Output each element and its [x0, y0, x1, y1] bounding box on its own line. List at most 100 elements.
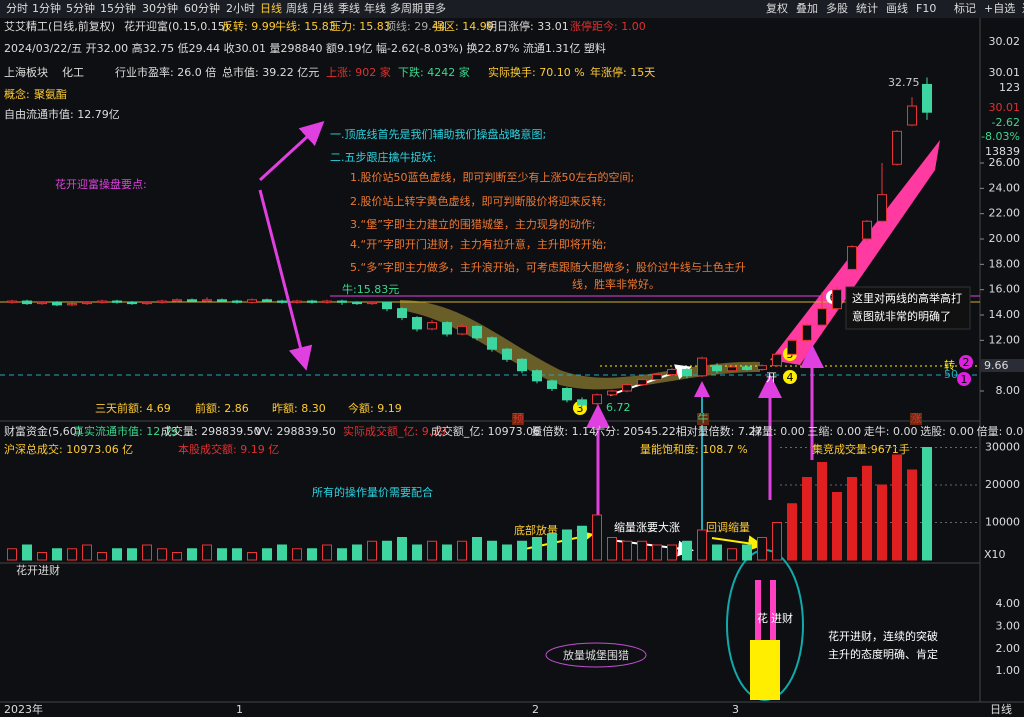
side-label: -8.03%: [981, 130, 1020, 143]
volume-bar: [802, 477, 812, 561]
candle-body: [472, 325, 482, 339]
candle-body: [112, 300, 122, 303]
step-marker: [957, 372, 971, 386]
tool-button[interactable]: 统计: [856, 2, 878, 15]
volume-bar: [397, 537, 407, 561]
candle-body: [502, 348, 512, 360]
tool-button[interactable]: 多股: [826, 1, 848, 15]
period-tab[interactable]: 多周期: [390, 1, 423, 15]
price-tick-label: 8.00: [996, 384, 1021, 397]
volume-bar: [877, 484, 887, 561]
volume-bar: [367, 540, 377, 561]
volume-header: VV: 298839.50: [255, 425, 336, 438]
period-tab[interactable]: 60分钟: [184, 1, 220, 15]
candle-body: [247, 299, 257, 303]
volume-bar: [517, 540, 527, 561]
side-label: 13839: [985, 145, 1020, 158]
price-tick-label: 22.00: [989, 207, 1021, 220]
period-tab[interactable]: 日线: [260, 1, 282, 15]
volume-bar: [262, 548, 272, 561]
volume-bar: [307, 548, 317, 561]
volume-header: 相对量倍数: 7.27: [676, 424, 763, 438]
info-text: 自由流通市值: 12.79亿: [4, 107, 120, 121]
tag-bg: [910, 413, 922, 425]
volume-header: 三缩: 0.00: [807, 425, 861, 438]
period-tab[interactable]: 更多: [424, 1, 446, 15]
candle-body: [442, 322, 452, 335]
tool-button[interactable]: 标记: [954, 1, 976, 15]
tool-button[interactable]: 画线: [886, 1, 908, 15]
volume-bar: [742, 544, 752, 561]
candle-body: [667, 368, 677, 376]
bar: [750, 640, 780, 700]
fifty-label: 50: [944, 368, 958, 381]
volume-annotation: 回调缩量: [706, 521, 750, 534]
candle-body: [607, 390, 617, 396]
volume-bar: [817, 462, 827, 561]
candle-body: [412, 317, 422, 330]
volume-header: 梯量: 0.00: [751, 425, 805, 438]
period-tab[interactable]: 15分钟: [100, 1, 136, 15]
volume-bar: [862, 465, 872, 561]
period-tab[interactable]: 1分钟: [32, 1, 61, 15]
toolbar-bg: [0, 0, 1024, 18]
volume-header: 实际成交额_亿: 9.19: [343, 424, 446, 438]
volume-note: 沪深总成交: 10973.06 亿: [4, 442, 133, 456]
price-tick-label: 26.00: [989, 156, 1021, 169]
bull-label: 牛:15.83元: [342, 282, 399, 296]
annotation: 二.五步跟庄擒牛捉妖:: [330, 150, 436, 164]
tool-button[interactable]: 返回: [1022, 2, 1024, 15]
candle-body: [277, 300, 287, 303]
indicator-value: 反转: 9.99: [222, 19, 276, 33]
info-text: 年涨停: 15天: [590, 65, 655, 79]
info-text: 聚氨酯: [34, 88, 67, 101]
period-tab[interactable]: 2小时: [226, 2, 255, 15]
volume-bar: [157, 548, 167, 561]
volume-header: 成交量: 298839.50: [161, 424, 261, 438]
volume-bar: [472, 537, 482, 561]
date-label: 1: [236, 703, 243, 716]
volume-bar: [907, 469, 917, 561]
volume-annotation: 缩量涨要大涨: [614, 520, 680, 534]
candle-body: [82, 301, 92, 305]
info-text: 上涨: 902 家: [326, 65, 391, 79]
side-label: 30.01: [989, 101, 1021, 114]
step-marker: [783, 370, 797, 384]
candle-body: [517, 358, 527, 372]
price-tick-label: 20.00: [989, 232, 1021, 245]
low-label: 6.72: [606, 401, 631, 414]
candle-body: [232, 300, 242, 303]
band: [400, 300, 760, 390]
tool-button[interactable]: F10: [916, 2, 936, 15]
last-price-bg: [981, 359, 1024, 372]
stock-name: 艾艾精工(日线,前复权): [4, 19, 115, 33]
period-tab[interactable]: 月线: [312, 1, 334, 15]
volume-bar: [172, 552, 182, 561]
period-tab[interactable]: 30分钟: [142, 1, 178, 15]
period-tab[interactable]: 5分钟: [66, 1, 95, 15]
volume-header: 六分: 20545.22: [594, 425, 676, 438]
tool-button[interactable]: 复权: [766, 1, 788, 15]
period-tab[interactable]: 分时: [6, 2, 28, 15]
tool-button[interactable]: +自选: [984, 2, 1015, 15]
period-tab[interactable]: 周线: [286, 1, 308, 15]
tool-button[interactable]: 叠加: [796, 2, 818, 15]
step-marker: [959, 355, 973, 369]
volume-bar: [667, 544, 677, 561]
note: 花开进财，连续的突破: [828, 629, 938, 643]
info-text: 化工: [62, 65, 84, 79]
side-label: 123: [999, 81, 1020, 94]
oval: [545, 642, 647, 668]
candle-body: [652, 374, 662, 381]
volume-bar: [247, 552, 257, 561]
high-label: 32.75: [888, 76, 920, 89]
candle-body: [7, 300, 17, 303]
candle-body: [757, 365, 767, 370]
volume-headline: 所有的操作量价需要配合: [312, 485, 433, 499]
period-tab[interactable]: 季线: [338, 1, 360, 15]
period-tab[interactable]: 年线: [364, 1, 386, 15]
candle-body: [367, 301, 377, 305]
volume-header: 选股: 0.00: [920, 425, 974, 438]
